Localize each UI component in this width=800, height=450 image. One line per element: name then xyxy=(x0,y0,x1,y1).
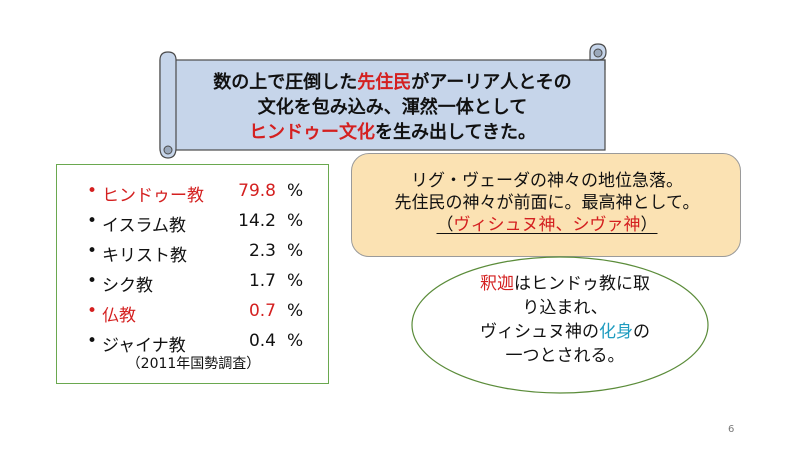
religion-value: 14.2 xyxy=(238,211,276,231)
banner-line3-highlight: ヒンドゥー文化 xyxy=(249,122,376,143)
buddha-line3-b: の xyxy=(633,322,650,342)
scroll-banner xyxy=(159,43,607,159)
religion-value: 0.4 xyxy=(248,331,276,351)
religion-unit: % xyxy=(287,271,304,291)
bullet-icon: • xyxy=(87,331,98,351)
scroll-top-roll xyxy=(590,59,606,70)
buddha-line-3: ヴィシュヌ神の化身の xyxy=(440,320,690,344)
buddha-line3-a: ヴィシュヌ神の xyxy=(480,322,599,342)
paren-open: （ xyxy=(436,215,454,235)
shaka-name: 釈迦 xyxy=(480,274,514,294)
religion-value: 0.7 xyxy=(248,301,276,321)
buddha-text: 釈迦はヒンドゥ教に取 り込まれ、 ヴィシュヌ神の化身の 一つとされる。 xyxy=(440,272,690,368)
list-item: • イスラム教 14.2 % xyxy=(57,207,330,237)
census-note: （2011年国勢調査） xyxy=(126,356,261,372)
religion-value: 2.3 xyxy=(248,241,276,261)
list-item: • キリスト教 2.3 % xyxy=(57,237,330,267)
vedic-gods-box: リグ・ヴェーダの神々の地位急落。 先住民の神々が前面に。最高神として。 （ヴィシ… xyxy=(351,153,741,257)
religion-unit: % xyxy=(287,331,304,351)
scroll-bottom-knob xyxy=(163,145,173,155)
religion-name: ジャイナ教 xyxy=(102,336,186,356)
list-item: • ヒンドゥー教 79.8 % xyxy=(57,177,330,207)
banner-line3-b: を生み出してきた。 xyxy=(375,122,536,143)
scroll-top-knob xyxy=(593,48,603,58)
buddha-ellipse xyxy=(411,256,709,394)
religion-value: 1.7 xyxy=(248,271,276,291)
vedic-line-3: （ヴィシュヌ神、シヴァ神） xyxy=(352,214,742,236)
banner-line-3: ヒンドゥー文化を生み出してきた。 xyxy=(180,120,605,145)
religion-name: 仏教 xyxy=(102,306,136,326)
religion-unit: % xyxy=(287,241,304,261)
banner-line-2: 文化を包み込み、渾然一体として xyxy=(257,97,528,118)
bullet-icon: • xyxy=(87,301,98,321)
banner-line1-c: がアーリア人とその xyxy=(411,72,572,93)
religion-unit: % xyxy=(287,211,304,231)
religion-list: • ヒンドゥー教 79.8 % • イスラム教 14.2 % • キリスト教 2… xyxy=(56,164,329,384)
bullet-icon: • xyxy=(87,241,98,261)
vedic-line-2: 先住民の神々が前面に。最高神として。 xyxy=(394,193,700,213)
banner-line1-a: 数の上で圧倒した xyxy=(213,72,358,93)
banner-text: 数の上で圧倒した先住民がアーリア人とその 文化を包み込み、渾然一体として ヒンド… xyxy=(180,70,605,145)
supreme-gods: ヴィシュヌ神、シヴァ神 xyxy=(453,215,641,235)
ellipse-shape xyxy=(411,256,709,394)
avatar-term: 化身 xyxy=(599,322,633,342)
scroll-left-roll xyxy=(159,51,177,159)
religion-name: ヒンドゥー教 xyxy=(102,186,204,206)
bullet-icon: • xyxy=(87,271,98,291)
bullet-icon: • xyxy=(87,211,98,231)
buddha-line-4: 一つとされる。 xyxy=(505,346,625,366)
religion-name: イスラム教 xyxy=(102,216,186,236)
list-item: • 仏教 0.7 % xyxy=(57,297,330,327)
buddha-line1-rest: はヒンドゥ教に取 xyxy=(514,274,650,294)
banner-line1-highlight: 先住民 xyxy=(357,72,412,93)
paren-close: ） xyxy=(640,215,658,235)
list-item: • ジャイナ教 0.4 % xyxy=(57,327,330,357)
bullet-icon: • xyxy=(87,181,98,201)
religion-value: 79.8 xyxy=(238,181,276,201)
religion-name: キリスト教 xyxy=(102,246,187,266)
buddha-line-2: り込まれ、 xyxy=(522,298,608,318)
religion-unit: % xyxy=(287,301,304,321)
page-number: 6 xyxy=(728,424,735,435)
religion-unit: % xyxy=(287,181,304,201)
scroll-body xyxy=(159,59,606,151)
vedic-line-1: リグ・ヴェーダの神々の地位急落。 xyxy=(411,171,683,191)
banner-line-1: 数の上で圧倒した先住民がアーリア人とその xyxy=(180,70,605,95)
buddha-line-1: 釈迦はヒンドゥ教に取 xyxy=(440,272,690,296)
religion-name: シク教 xyxy=(102,276,153,296)
list-item: • シク教 1.7 % xyxy=(57,267,330,297)
